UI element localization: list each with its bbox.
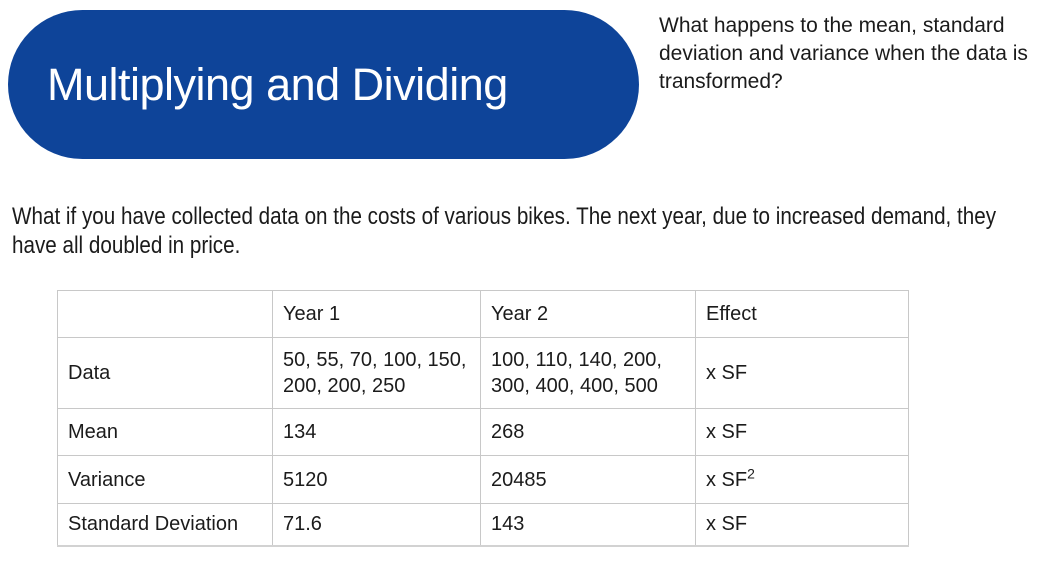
stats-table: Year 1 Year 2 Effect Data 50, 55, 70, 10… (57, 290, 909, 547)
question-line: deviation and variance when the data is (659, 42, 1028, 65)
row-label-cell: Data (57, 337, 273, 409)
effect-text: x SF (706, 513, 748, 536)
effect-cell: x SF (695, 408, 909, 456)
header-cell-effect: Effect (695, 290, 909, 338)
title-pill: Multiplying and Dividing (8, 10, 639, 159)
question-line: transformed? (659, 70, 783, 93)
question-text: What happens to the mean, standard devia… (659, 12, 1044, 96)
year1-cell: 5120 (272, 455, 481, 504)
effect-cell: x SF (695, 503, 909, 547)
effect-cell: x SF (695, 337, 909, 409)
year2-cell: 268 (480, 408, 696, 456)
table-header-row: Year 1 Year 2 Effect (57, 290, 909, 338)
slide-title: Multiplying and Dividing (47, 58, 508, 110)
effect-text: x SF (706, 421, 748, 443)
header-cell-blank (57, 290, 273, 338)
effect-text: x SF (706, 362, 748, 384)
year2-cell: 20485 (480, 455, 696, 504)
intro-line: have all doubled in price. (12, 232, 241, 259)
table-row-variance: Variance 5120 20485 x SF2 (57, 455, 909, 504)
table-row-standard-deviation: Standard Deviation 71.6 143 x SF (57, 503, 909, 547)
effect-superscript: 2 (747, 464, 755, 481)
table-row-mean: Mean 134 268 x SF (57, 408, 909, 456)
table-row-data: Data 50, 55, 70, 100, 150, 200, 200, 250… (57, 337, 909, 409)
year2-cell: 100, 110, 140, 200, 300, 400, 400, 500 (480, 337, 696, 409)
year2-cell: 143 (480, 503, 696, 547)
year1-cell: 134 (272, 408, 481, 456)
year1-cell: 71.6 (272, 503, 481, 547)
intro-paragraph: What if you have collected data on the c… (12, 202, 1053, 260)
year1-cell: 50, 55, 70, 100, 150, 200, 200, 250 (272, 337, 481, 409)
row-label-cell: Standard Deviation (57, 503, 273, 547)
question-line: What happens to the mean, standard (659, 14, 1005, 37)
header-cell-year2: Year 2 (480, 290, 696, 338)
header-cell-year1: Year 1 (272, 290, 481, 338)
effect-cell: x SF2 (695, 455, 909, 504)
effect-text: x SF (706, 468, 748, 491)
row-label-cell: Mean (57, 408, 273, 456)
row-label-cell: Variance (57, 455, 273, 504)
intro-line: What if you have collected data on the c… (12, 203, 997, 230)
